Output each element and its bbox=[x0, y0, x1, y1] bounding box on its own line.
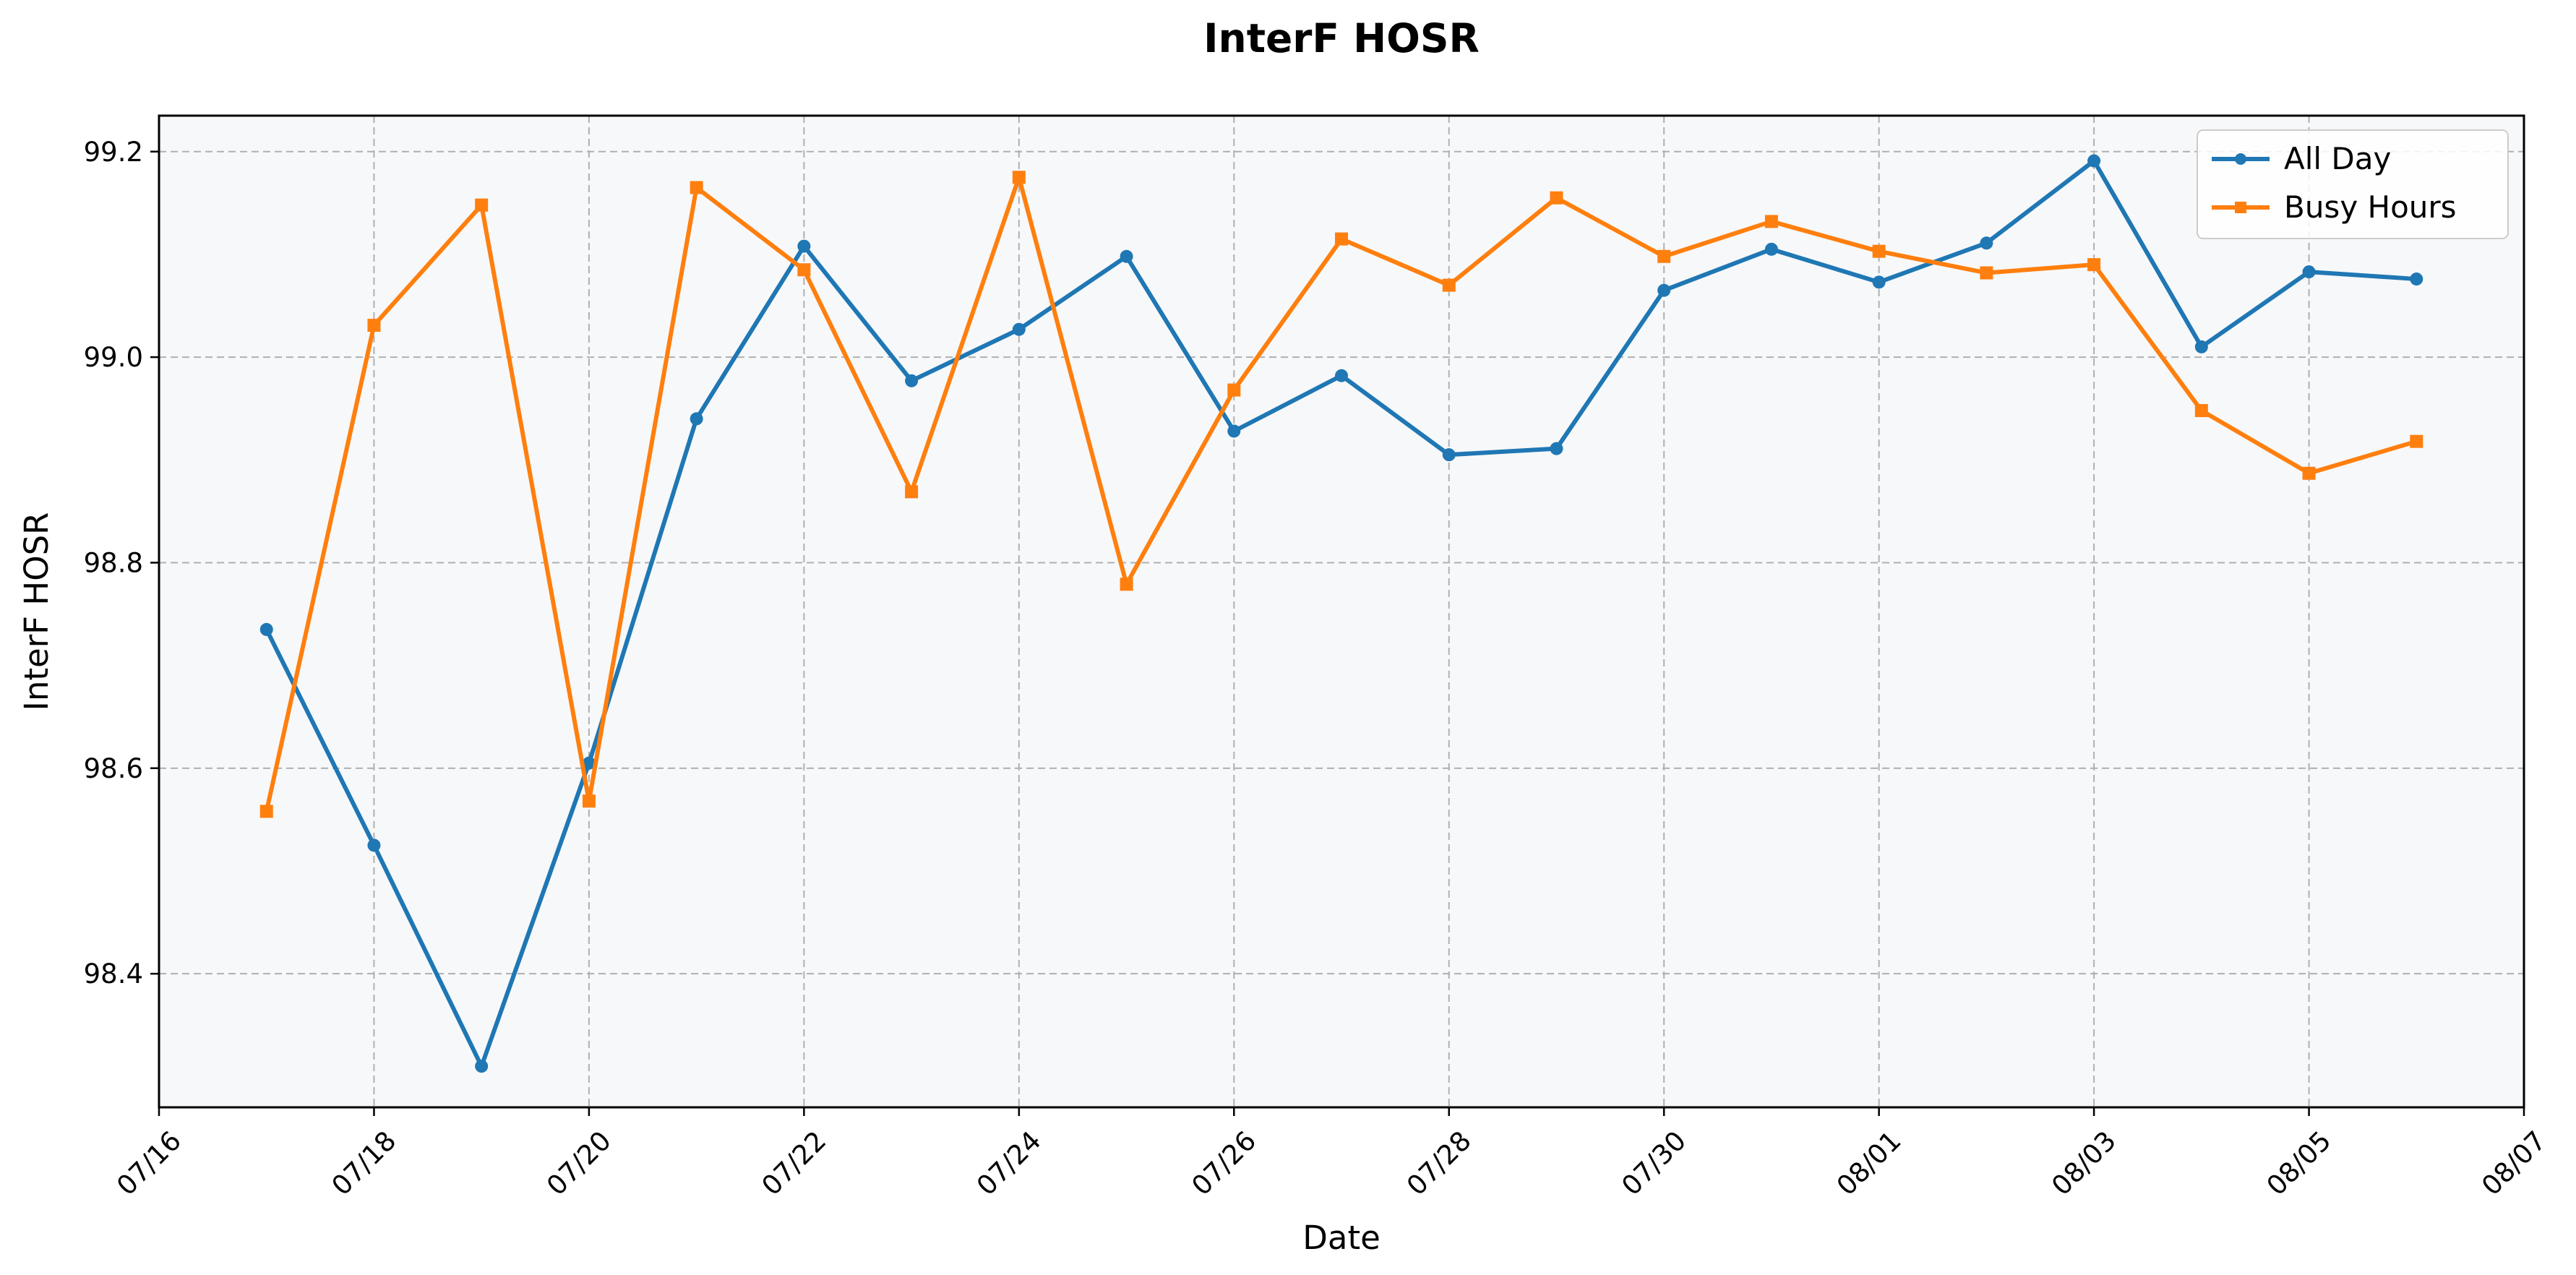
data-point bbox=[905, 374, 919, 387]
legend-marker-all-day bbox=[2235, 153, 2246, 165]
data-point bbox=[905, 485, 919, 499]
data-point bbox=[2410, 272, 2423, 286]
data-point bbox=[2087, 258, 2101, 272]
data-point bbox=[1012, 171, 1026, 184]
y-tick-label: 99.2 bbox=[84, 137, 143, 168]
data-point bbox=[2087, 154, 2101, 168]
legend: All Day Busy Hours bbox=[2197, 129, 2509, 239]
data-point bbox=[1872, 244, 1886, 258]
x-tick-label: 07/28 bbox=[1401, 1125, 1477, 1202]
data-point bbox=[2194, 404, 2208, 418]
chart-title: InterF HOSR bbox=[1203, 15, 1480, 61]
data-point bbox=[797, 239, 811, 253]
data-point bbox=[1012, 322, 1026, 336]
x-tick-label: 08/01 bbox=[1831, 1125, 1907, 1202]
data-point bbox=[475, 198, 489, 212]
legend-label-all-day: All Day bbox=[2284, 141, 2391, 176]
legend-marker-busy-hours bbox=[2235, 202, 2246, 213]
series-busy-hours bbox=[259, 171, 2423, 818]
data-point bbox=[1442, 448, 1456, 462]
x-tick-label: 08/05 bbox=[2261, 1125, 2337, 1202]
data-point bbox=[2410, 434, 2423, 448]
x-tick-label: 07/26 bbox=[1185, 1125, 1262, 1202]
data-point bbox=[2302, 265, 2316, 279]
data-point bbox=[1657, 249, 1671, 263]
x-tick-label: 07/24 bbox=[971, 1125, 1047, 1202]
data-point bbox=[1442, 278, 1456, 292]
y-tick-label: 99.0 bbox=[84, 342, 143, 373]
y-tick-label: 98.8 bbox=[84, 547, 143, 578]
series-all-day bbox=[259, 154, 2423, 1073]
plot-frame bbox=[158, 114, 2525, 1109]
x-tick-label: 07/22 bbox=[756, 1125, 833, 1202]
x-tick-label: 08/07 bbox=[2476, 1125, 2552, 1202]
series-layer bbox=[259, 154, 2423, 1073]
plot-area bbox=[159, 116, 2524, 1107]
y-axis-label: InterF HOSR bbox=[17, 512, 56, 711]
x-tick-label: 07/30 bbox=[1615, 1125, 1692, 1202]
data-point bbox=[690, 412, 703, 426]
data-point bbox=[1120, 578, 1133, 591]
data-point bbox=[259, 804, 273, 818]
grid bbox=[159, 116, 2524, 1107]
data-point bbox=[582, 756, 596, 770]
x-tick-label: 08/03 bbox=[2045, 1125, 2122, 1202]
data-point bbox=[2302, 466, 2316, 480]
data-point bbox=[1335, 232, 1348, 246]
data-point bbox=[582, 794, 596, 808]
x-tick-label: 07/20 bbox=[541, 1125, 617, 1202]
data-point bbox=[1120, 249, 1133, 263]
data-point bbox=[1764, 242, 1778, 256]
data-point bbox=[1550, 442, 1563, 455]
data-point bbox=[1335, 369, 1348, 382]
data-point bbox=[259, 622, 273, 636]
data-point bbox=[1980, 236, 1993, 250]
y-tick-label: 98.4 bbox=[84, 958, 143, 989]
x-axis-ticks: 07/16 07/18 07/20 07/22 07/24 07/26 07/28 07/30… bbox=[111, 1107, 2552, 1201]
y-axis-ticks: 98.4 98.6 98.8 99.0 99.2 bbox=[84, 137, 159, 989]
data-point bbox=[690, 181, 703, 194]
x-axis-label: Date bbox=[1302, 1219, 1381, 1257]
data-point bbox=[1227, 424, 1241, 438]
x-tick-label: 07/16 bbox=[111, 1125, 187, 1202]
data-point bbox=[2194, 340, 2208, 353]
y-tick-label: 98.6 bbox=[84, 753, 143, 784]
x-tick-label: 07/18 bbox=[326, 1125, 403, 1202]
data-point bbox=[1764, 215, 1778, 228]
data-point bbox=[1227, 383, 1241, 397]
data-point bbox=[797, 263, 811, 277]
data-point bbox=[475, 1060, 489, 1073]
legend-box bbox=[2197, 129, 2509, 239]
legend-label-busy-hours: Busy Hours bbox=[2284, 189, 2457, 225]
data-point bbox=[1872, 275, 1886, 289]
data-point bbox=[367, 319, 381, 332]
data-point bbox=[367, 838, 381, 852]
data-point bbox=[1550, 191, 1563, 205]
data-point bbox=[1980, 266, 1993, 280]
data-point bbox=[1657, 283, 1671, 297]
